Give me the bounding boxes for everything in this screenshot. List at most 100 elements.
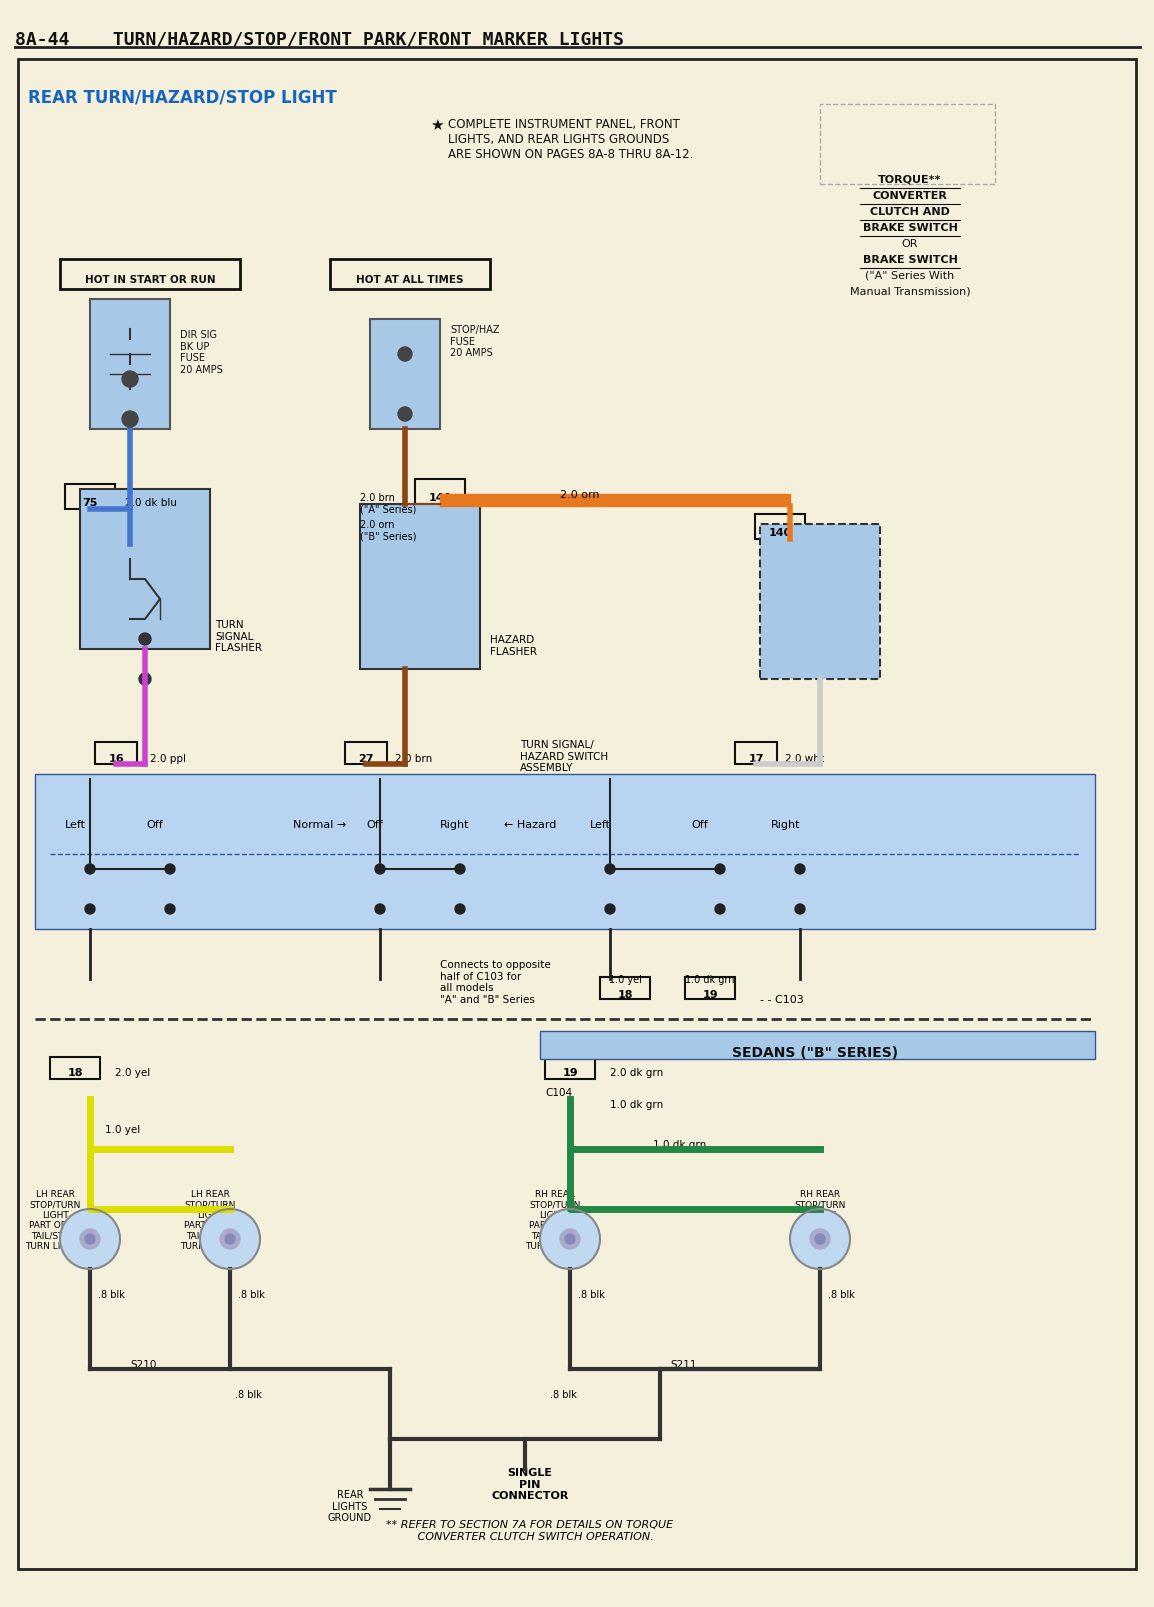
Circle shape — [165, 905, 175, 914]
Bar — [415, 480, 465, 505]
Text: 140: 140 — [428, 493, 451, 503]
Text: REAR
LIGHTS
GROUND: REAR LIGHTS GROUND — [328, 1490, 372, 1522]
Text: RH REAR
STOP/TURN
LIGHTS
PART OF RH
TAIL/STOP/
TURN LIGHTS: RH REAR STOP/TURN LIGHTS PART OF RH TAIL… — [525, 1189, 585, 1250]
Text: LH REAR
STOP/TURN
LIGHT
PART OF LH
TAIL/STOP/
TURN LIGHTS: LH REAR STOP/TURN LIGHT PART OF LH TAIL/… — [180, 1189, 240, 1250]
Circle shape — [605, 865, 615, 874]
Text: SINGLE
PIN
CONNECTOR: SINGLE PIN CONNECTOR — [492, 1467, 569, 1501]
Text: S211: S211 — [670, 1360, 697, 1369]
Bar — [820, 104, 995, 185]
Bar — [540, 1032, 1095, 1059]
Text: C104: C104 — [545, 1088, 572, 1098]
Circle shape — [790, 1208, 850, 1270]
Circle shape — [795, 905, 805, 914]
Text: HAZARD
FLASHER: HAZARD FLASHER — [490, 635, 537, 656]
Circle shape — [200, 1208, 260, 1270]
Text: 2.0 brn
("A" Series): 2.0 brn ("A" Series) — [360, 493, 417, 514]
Bar — [65, 485, 115, 509]
Text: .8 blk: .8 blk — [98, 1289, 125, 1298]
Text: LH REAR
STOP/TURN
LIGHT
PART OF LH
TAIL/STOP/
TURN LIGHTS: LH REAR STOP/TURN LIGHT PART OF LH TAIL/… — [25, 1189, 85, 1250]
Bar — [600, 977, 650, 1000]
Text: Off: Off — [147, 820, 164, 829]
Text: BRAKE SWITCH: BRAKE SWITCH — [862, 256, 958, 265]
Text: TORQUE**: TORQUE** — [878, 175, 942, 185]
Circle shape — [85, 905, 95, 914]
Text: 18: 18 — [67, 1067, 83, 1077]
Circle shape — [85, 1234, 95, 1244]
Bar — [760, 524, 881, 680]
Circle shape — [122, 411, 138, 427]
Circle shape — [165, 865, 175, 874]
Text: Off: Off — [367, 820, 383, 829]
Bar — [345, 742, 387, 765]
Circle shape — [398, 408, 412, 421]
Text: 1.0 yel: 1.0 yel — [105, 1125, 141, 1135]
Circle shape — [122, 371, 138, 387]
Bar — [545, 1057, 595, 1080]
Text: 1.0 yel: 1.0 yel — [608, 974, 642, 985]
Text: Right: Right — [440, 820, 470, 829]
Text: CONVERTER: CONVERTER — [872, 191, 947, 201]
Text: DIR SIG
BK UP
FUSE
20 AMPS: DIR SIG BK UP FUSE 20 AMPS — [180, 329, 223, 374]
Text: 18: 18 — [617, 990, 632, 1000]
Bar — [50, 1057, 100, 1080]
Circle shape — [138, 673, 151, 686]
Text: Right: Right — [771, 820, 800, 829]
Bar — [80, 490, 210, 649]
Text: .8 blk: .8 blk — [550, 1388, 577, 1400]
Text: 2.0 ppl: 2.0 ppl — [150, 754, 186, 763]
Bar — [370, 320, 440, 429]
Circle shape — [605, 905, 615, 914]
Text: BRAKE SWITCH: BRAKE SWITCH — [862, 223, 958, 233]
Circle shape — [560, 1229, 580, 1249]
Text: 2.0 yel: 2.0 yel — [115, 1067, 150, 1077]
Text: REAR TURN/HAZARD/STOP LIGHT: REAR TURN/HAZARD/STOP LIGHT — [28, 88, 337, 106]
Text: 19: 19 — [562, 1067, 578, 1077]
Text: STOP/HAZ
FUSE
20 AMPS: STOP/HAZ FUSE 20 AMPS — [450, 325, 500, 358]
Text: HOT IN START OR RUN: HOT IN START OR RUN — [84, 275, 216, 284]
Text: S210: S210 — [130, 1360, 157, 1369]
Text: TURN SIGNAL/
HAZARD SWITCH
ASSEMBLY: TURN SIGNAL/ HAZARD SWITCH ASSEMBLY — [520, 739, 608, 773]
Circle shape — [815, 1234, 825, 1244]
Text: CLUTCH AND: CLUTCH AND — [870, 207, 950, 217]
Circle shape — [715, 905, 725, 914]
Text: 2.0 dk blu: 2.0 dk blu — [125, 498, 177, 508]
Text: 2.0 orn: 2.0 orn — [560, 490, 600, 500]
Text: 27: 27 — [358, 754, 374, 763]
Text: HOT AT ALL TIMES: HOT AT ALL TIMES — [357, 275, 464, 284]
Text: Normal →: Normal → — [293, 820, 346, 829]
Circle shape — [715, 865, 725, 874]
Text: 2.0 orn
("B" Series): 2.0 orn ("B" Series) — [360, 519, 417, 542]
Text: ("A" Series With: ("A" Series With — [866, 272, 954, 281]
Text: Connects to opposite
half of C103 for
all models
"A" and "B" Series: Connects to opposite half of C103 for al… — [440, 959, 550, 1004]
Bar — [360, 505, 480, 670]
Text: 1.0 dk grn: 1.0 dk grn — [653, 1139, 706, 1149]
Text: 17: 17 — [748, 754, 764, 763]
Circle shape — [225, 1234, 235, 1244]
Bar — [685, 977, 735, 1000]
Text: 2.0 dk grn: 2.0 dk grn — [610, 1067, 664, 1077]
Circle shape — [375, 865, 385, 874]
Circle shape — [795, 865, 805, 874]
Text: ** REFER TO SECTION 7A FOR DETAILS ON TORQUE
   CONVERTER CLUTCH SWITCH OPERATIO: ** REFER TO SECTION 7A FOR DETAILS ON TO… — [387, 1519, 674, 1541]
Text: 19: 19 — [702, 990, 718, 1000]
Circle shape — [85, 865, 95, 874]
Text: COMPLETE INSTRUMENT PANEL, FRONT
LIGHTS, AND REAR LIGHTS GROUNDS
ARE SHOWN ON PA: COMPLETE INSTRUMENT PANEL, FRONT LIGHTS,… — [448, 117, 694, 161]
Bar — [90, 301, 170, 429]
Text: SEDANS ("B" SERIES): SEDANS ("B" SERIES) — [732, 1045, 898, 1059]
Text: RH REAR
STOP/TURN
LIGHTS
PART OF RH
TAIL/STOP/
TURN LIGHTS: RH REAR STOP/TURN LIGHTS PART OF RH TAIL… — [789, 1189, 850, 1250]
Text: - - C103: - - C103 — [760, 995, 803, 1004]
Circle shape — [80, 1229, 100, 1249]
Bar — [95, 742, 137, 765]
Text: Left: Left — [65, 820, 85, 829]
Circle shape — [138, 633, 151, 646]
Circle shape — [220, 1229, 240, 1249]
Text: ★: ★ — [430, 117, 443, 133]
Bar — [735, 742, 777, 765]
Text: ← Hazard: ← Hazard — [504, 820, 556, 829]
Circle shape — [60, 1208, 120, 1270]
Text: OR: OR — [901, 239, 919, 249]
Text: .8 blk: .8 blk — [238, 1289, 265, 1298]
Circle shape — [455, 865, 465, 874]
Circle shape — [540, 1208, 600, 1270]
Bar — [755, 514, 805, 540]
